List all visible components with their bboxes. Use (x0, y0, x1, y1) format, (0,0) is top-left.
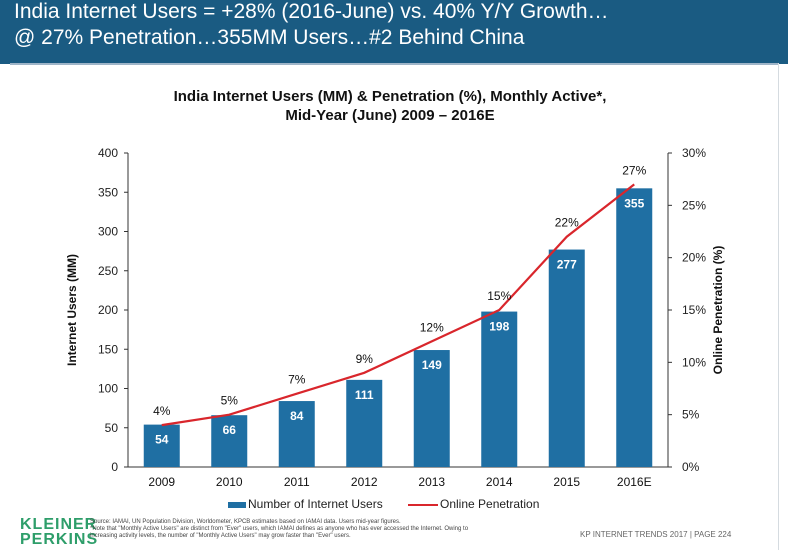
line-value-label: 9% (356, 352, 374, 366)
y-tick-label: 150 (98, 342, 118, 356)
line-value-label: 12% (420, 320, 444, 334)
line-value-label: 22% (555, 216, 579, 230)
y-tick-label: 250 (98, 264, 118, 278)
y2-tick-label: 30% (682, 146, 706, 160)
line-value-label: 4% (153, 404, 171, 418)
headline-line-1: India Internet Users = +28% (2016-June) … (14, 0, 609, 23)
headline-line-2: @ 27% Penetration…355MM Users…#2 Behind … (14, 26, 525, 49)
chart-title-line-2: Mid-Year (June) 2009 – 2016E (285, 107, 495, 124)
bar-2010 (211, 415, 248, 467)
y-tick-label: 100 (98, 382, 118, 396)
bar-2014 (481, 311, 518, 467)
chart-title-line-1: India Internet Users (MM) & Penetration … (173, 88, 607, 105)
source-line-1: Source: IAMAI, UN Population Division, W… (90, 519, 401, 525)
legend-label-users: Number of Internet Users (248, 497, 383, 511)
y-tick-label: 0 (111, 460, 118, 474)
page-footer: KP INTERNET TRENDS 2017 | PAGE 224 (580, 530, 732, 539)
bar-2009 (143, 424, 180, 467)
legend-item-users: Number of Internet Users (228, 497, 383, 511)
bar-2012 (346, 379, 383, 467)
y-tick-label: 50 (105, 421, 119, 435)
x-tick-label: 2012 (351, 475, 378, 489)
y-tick-label: 200 (98, 303, 118, 317)
source-line-3: increasing activity levels, the number o… (90, 533, 351, 539)
legend-label-penetration: Online Penetration (440, 497, 540, 511)
header-bar: India Internet Users = +28% (2016-June) … (0, 0, 788, 64)
y2-tick-label: 20% (682, 251, 706, 265)
bar-value-label: 277 (557, 258, 577, 272)
y2-tick-label: 5% (682, 408, 700, 422)
line-value-label: 27% (622, 163, 646, 177)
bar-value-label: 54 (155, 433, 169, 447)
slide-right-rule (778, 63, 779, 550)
line-value-label: 7% (288, 373, 306, 387)
kleiner-perkins-logo: KLEINER PERKINS (20, 516, 99, 548)
bar-value-label: 198 (489, 320, 509, 334)
bar-value-label: 84 (290, 409, 304, 423)
x-tick-label: 2009 (148, 475, 175, 489)
y2-axis-title: Online Penetration (%) (711, 246, 725, 375)
penetration-line (161, 183, 635, 427)
source-note: Source: IAMAI, UN Population Division, W… (90, 519, 600, 540)
y-axis-title: Internet Users (MM) (65, 254, 79, 366)
bar-2015 (548, 249, 585, 467)
x-tick-label: 2011 (284, 475, 310, 489)
bar-2011 (278, 401, 315, 467)
source-line-2: *Note that "Monthly Active Users" are di… (90, 526, 469, 532)
x-tick-label: 2015 (553, 475, 580, 489)
bar-value-label: 66 (223, 423, 237, 437)
bar-value-label: 149 (422, 358, 442, 372)
bar-2013 (413, 350, 450, 467)
y-tick-label: 350 (98, 185, 118, 199)
y-tick-label: 400 (98, 146, 118, 160)
y2-tick-label: 15% (682, 303, 706, 317)
line-value-label: 5% (221, 394, 239, 408)
y2-tick-label: 25% (682, 198, 706, 212)
bar-2016E (616, 188, 653, 467)
line-value-label: 15% (487, 289, 511, 303)
y-tick-label: 300 (98, 225, 118, 239)
y2-tick-label: 10% (682, 355, 706, 369)
legend-item-penetration: Online Penetration (408, 497, 539, 511)
x-tick-label: 2010 (216, 475, 243, 489)
x-tick-label: 2014 (486, 475, 513, 489)
legend-line-swatch (408, 503, 438, 506)
bar-value-label: 111 (355, 388, 374, 402)
y2-tick-label: 0% (682, 460, 700, 474)
x-tick-label: 2013 (418, 475, 445, 489)
header-divider (10, 63, 778, 65)
bar-value-label: 355 (624, 196, 644, 210)
legend-bar-swatch (228, 501, 246, 508)
x-tick-label: 2016E (617, 475, 652, 489)
